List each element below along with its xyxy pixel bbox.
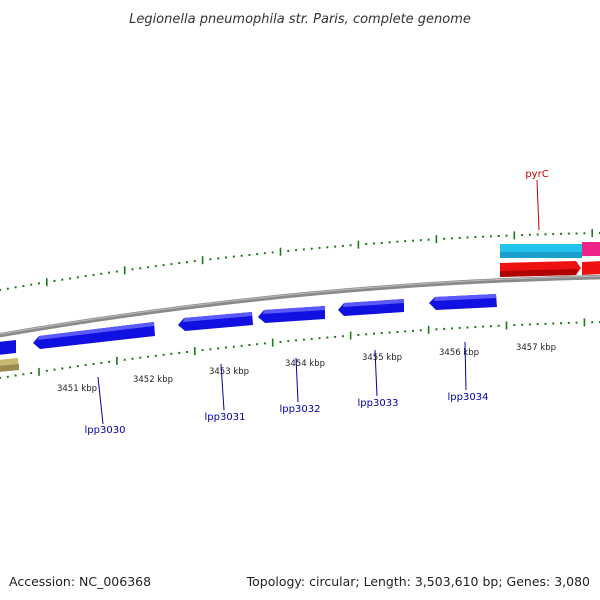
gene-label-pyrC[interactable]: pyrC — [525, 169, 548, 180]
gene-left-partial[interactable] — [0, 340, 16, 355]
gene-label-lpp3033[interactable]: lpp3033 — [358, 398, 399, 409]
outer-tick-track — [0, 229, 600, 291]
gene-shade — [38, 322, 154, 340]
tick-label: 3454 kbp — [285, 359, 325, 369]
tick-label: 3451 kbp — [57, 384, 97, 394]
tick-label: 3452 kbp — [133, 375, 173, 385]
olive-feature-shade — [0, 364, 19, 372]
genome-backbone-highlight — [0, 275, 600, 335]
rna-feature-shade — [500, 252, 582, 258]
genome-summary: Topology: circular; Length: 3,503,610 bp… — [246, 574, 590, 589]
genome-backbone — [0, 274, 600, 338]
reverse-genes — [0, 294, 497, 355]
inner-tick-track — [0, 318, 600, 379]
accession-label: Accession: NC_006368 — [9, 574, 151, 589]
label-leaders — [97, 179, 540, 425]
forward-features — [500, 242, 600, 277]
forward-gene-edge[interactable] — [582, 261, 600, 275]
magenta-feature[interactable] — [582, 242, 600, 256]
pyrC-gene-shade — [500, 269, 578, 277]
gene-label-lpp3034[interactable]: lpp3034 — [448, 392, 489, 403]
leader-lpp3032 — [295, 357, 299, 403]
tick-label: 3455 kbp — [362, 353, 402, 363]
gene-shade — [434, 294, 496, 301]
gene-labels: lpp3030 lpp3031 lpp3032 lpp3033 lpp3034 … — [85, 169, 549, 436]
leader-lpp3030 — [97, 376, 104, 425]
tick-label: 3453 kbp — [209, 367, 249, 377]
gene-label-lpp3032[interactable]: lpp3032 — [280, 404, 321, 415]
tick-label: 3456 kbp — [439, 348, 479, 358]
leader-pyrC — [536, 179, 540, 231]
tick-labels: 3451 kbp 3452 kbp 3453 kbp 3454 kbp 3455… — [57, 343, 556, 394]
tick-label: 3457 kbp — [516, 343, 556, 353]
leader-lpp3031 — [220, 363, 225, 411]
leader-lpp3033 — [374, 349, 378, 397]
gene-shade — [343, 299, 404, 307]
gene-label-lpp3031[interactable]: lpp3031 — [205, 412, 246, 423]
map-title: Legionella pneumophila str. Paris, compl… — [129, 12, 471, 27]
gene-shade — [263, 306, 325, 314]
gene-shade — [183, 312, 252, 322]
gene-label-lpp3030[interactable]: lpp3030 — [85, 425, 126, 436]
leader-lpp3034 — [464, 341, 467, 391]
